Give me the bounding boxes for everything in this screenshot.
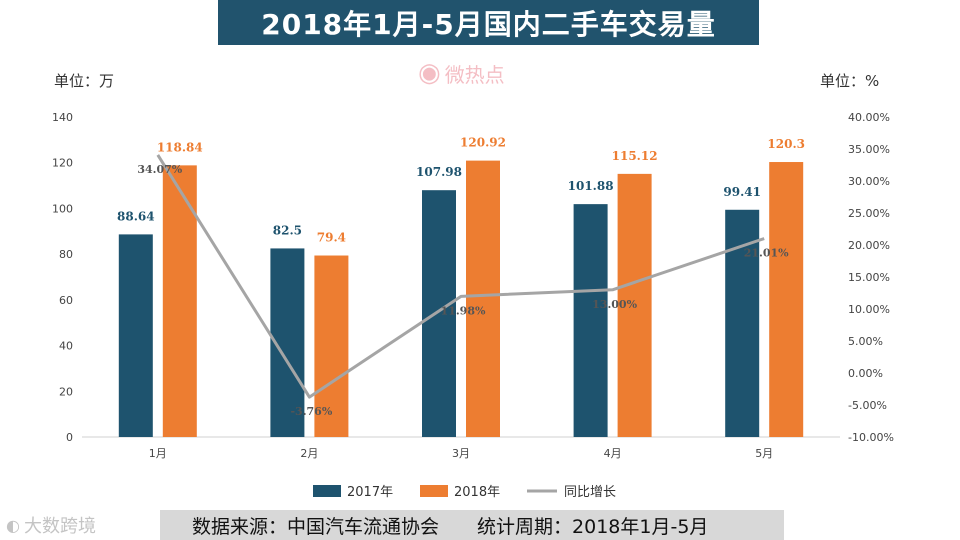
growth-data-label: 11.98% (441, 304, 486, 317)
footer-bar: 数据来源：中国汽车流通协会 统计周期：2018年1月-5月 (160, 510, 784, 540)
bar-2018 (466, 160, 500, 437)
y-right-tick-label: 15.00% (848, 271, 890, 284)
legend-swatch-2018 (420, 485, 448, 497)
y-left-tick-label: 20 (59, 385, 73, 398)
data-source: 数据来源：中国汽车流通协会 (192, 515, 440, 538)
bar-2017 (573, 204, 608, 437)
data-label-2018: 79.4 (317, 231, 346, 245)
x-tick-label: 4月 (604, 447, 622, 460)
watermark-icon: ◐ (6, 515, 20, 535)
growth-line (156, 154, 765, 399)
y-right-tick-label: 25.00% (848, 207, 890, 220)
weirediann-logo: ◉ 微热点 (418, 58, 505, 88)
data-label-2017: 99.41 (723, 185, 761, 199)
y-right-tick-label: -5.00% (848, 399, 887, 412)
data-label-2017: 88.64 (117, 209, 155, 223)
growth-data-label: -3.76% (290, 405, 332, 418)
legend-label-2018: 2018年 (454, 485, 500, 500)
legend-label-growth: 同比增长 (564, 485, 616, 500)
bar-2017 (422, 190, 456, 437)
watermark: ◐ 大数跨境 (6, 512, 96, 538)
bar-2018 (162, 165, 197, 437)
data-label-2017: 101.88 (568, 179, 614, 193)
y-left-tick-label: 120 (52, 157, 73, 170)
bar-2018 (314, 255, 349, 437)
chart-title: 2018年1月-5月国内二手车交易量 (218, 0, 759, 45)
bar-2017 (118, 234, 153, 437)
bar-2018 (769, 162, 804, 437)
left-axis-unit: 单位：万 (54, 72, 115, 90)
y-right-tick-label: 5.00% (848, 335, 883, 348)
bar-2017 (725, 209, 760, 437)
y-left-tick-label: 100 (52, 202, 73, 215)
logo-text: 微热点 (444, 62, 505, 87)
growth-data-label: 21.01% (744, 247, 789, 260)
y-right-tick-label: 30.00% (848, 175, 890, 188)
x-tick-label: 2月 (300, 447, 318, 460)
y-right-tick-label: 35.00% (848, 143, 890, 156)
y-left-tick-label: 80 (59, 248, 73, 261)
y-right-tick-label: 10.00% (848, 303, 890, 316)
x-tick-label: 3月 (452, 447, 470, 460)
data-label-2018: 120.3 (767, 137, 805, 151)
data-label-2018: 120.92 (460, 136, 506, 150)
eye-logo-icon: ◉ (418, 58, 441, 88)
x-tick-label: 5月 (755, 447, 773, 460)
y-right-tick-label: 40.00% (848, 111, 890, 124)
y-left-tick-label: 0 (66, 431, 73, 444)
data-label-2018: 118.84 (157, 140, 203, 154)
y-left-tick-label: 60 (59, 294, 73, 307)
right-axis-unit: 单位：% (820, 72, 880, 90)
legend-label-2017: 2017年 (347, 485, 393, 500)
growth-data-label: 13.00% (592, 298, 637, 311)
growth-data-label: 34.07% (137, 163, 182, 176)
y-right-tick-label: 20.00% (848, 239, 890, 252)
x-tick-label: 1月 (149, 447, 167, 460)
stat-period: 统计周期：2018年1月-5月 (477, 515, 709, 538)
y-right-tick-label: -10.00% (848, 431, 894, 444)
y-left-tick-label: 40 (59, 340, 73, 353)
data-label-2017: 82.5 (273, 223, 302, 237)
legend-swatch-2017 (313, 485, 341, 497)
watermark-text: 大数跨境 (23, 516, 96, 537)
y-left-tick-label: 140 (52, 111, 73, 124)
data-label-2018: 115.12 (612, 149, 658, 163)
data-label-2017: 107.98 (416, 165, 462, 179)
bar-2018 (617, 173, 652, 437)
y-right-tick-label: 0.00% (848, 367, 883, 380)
